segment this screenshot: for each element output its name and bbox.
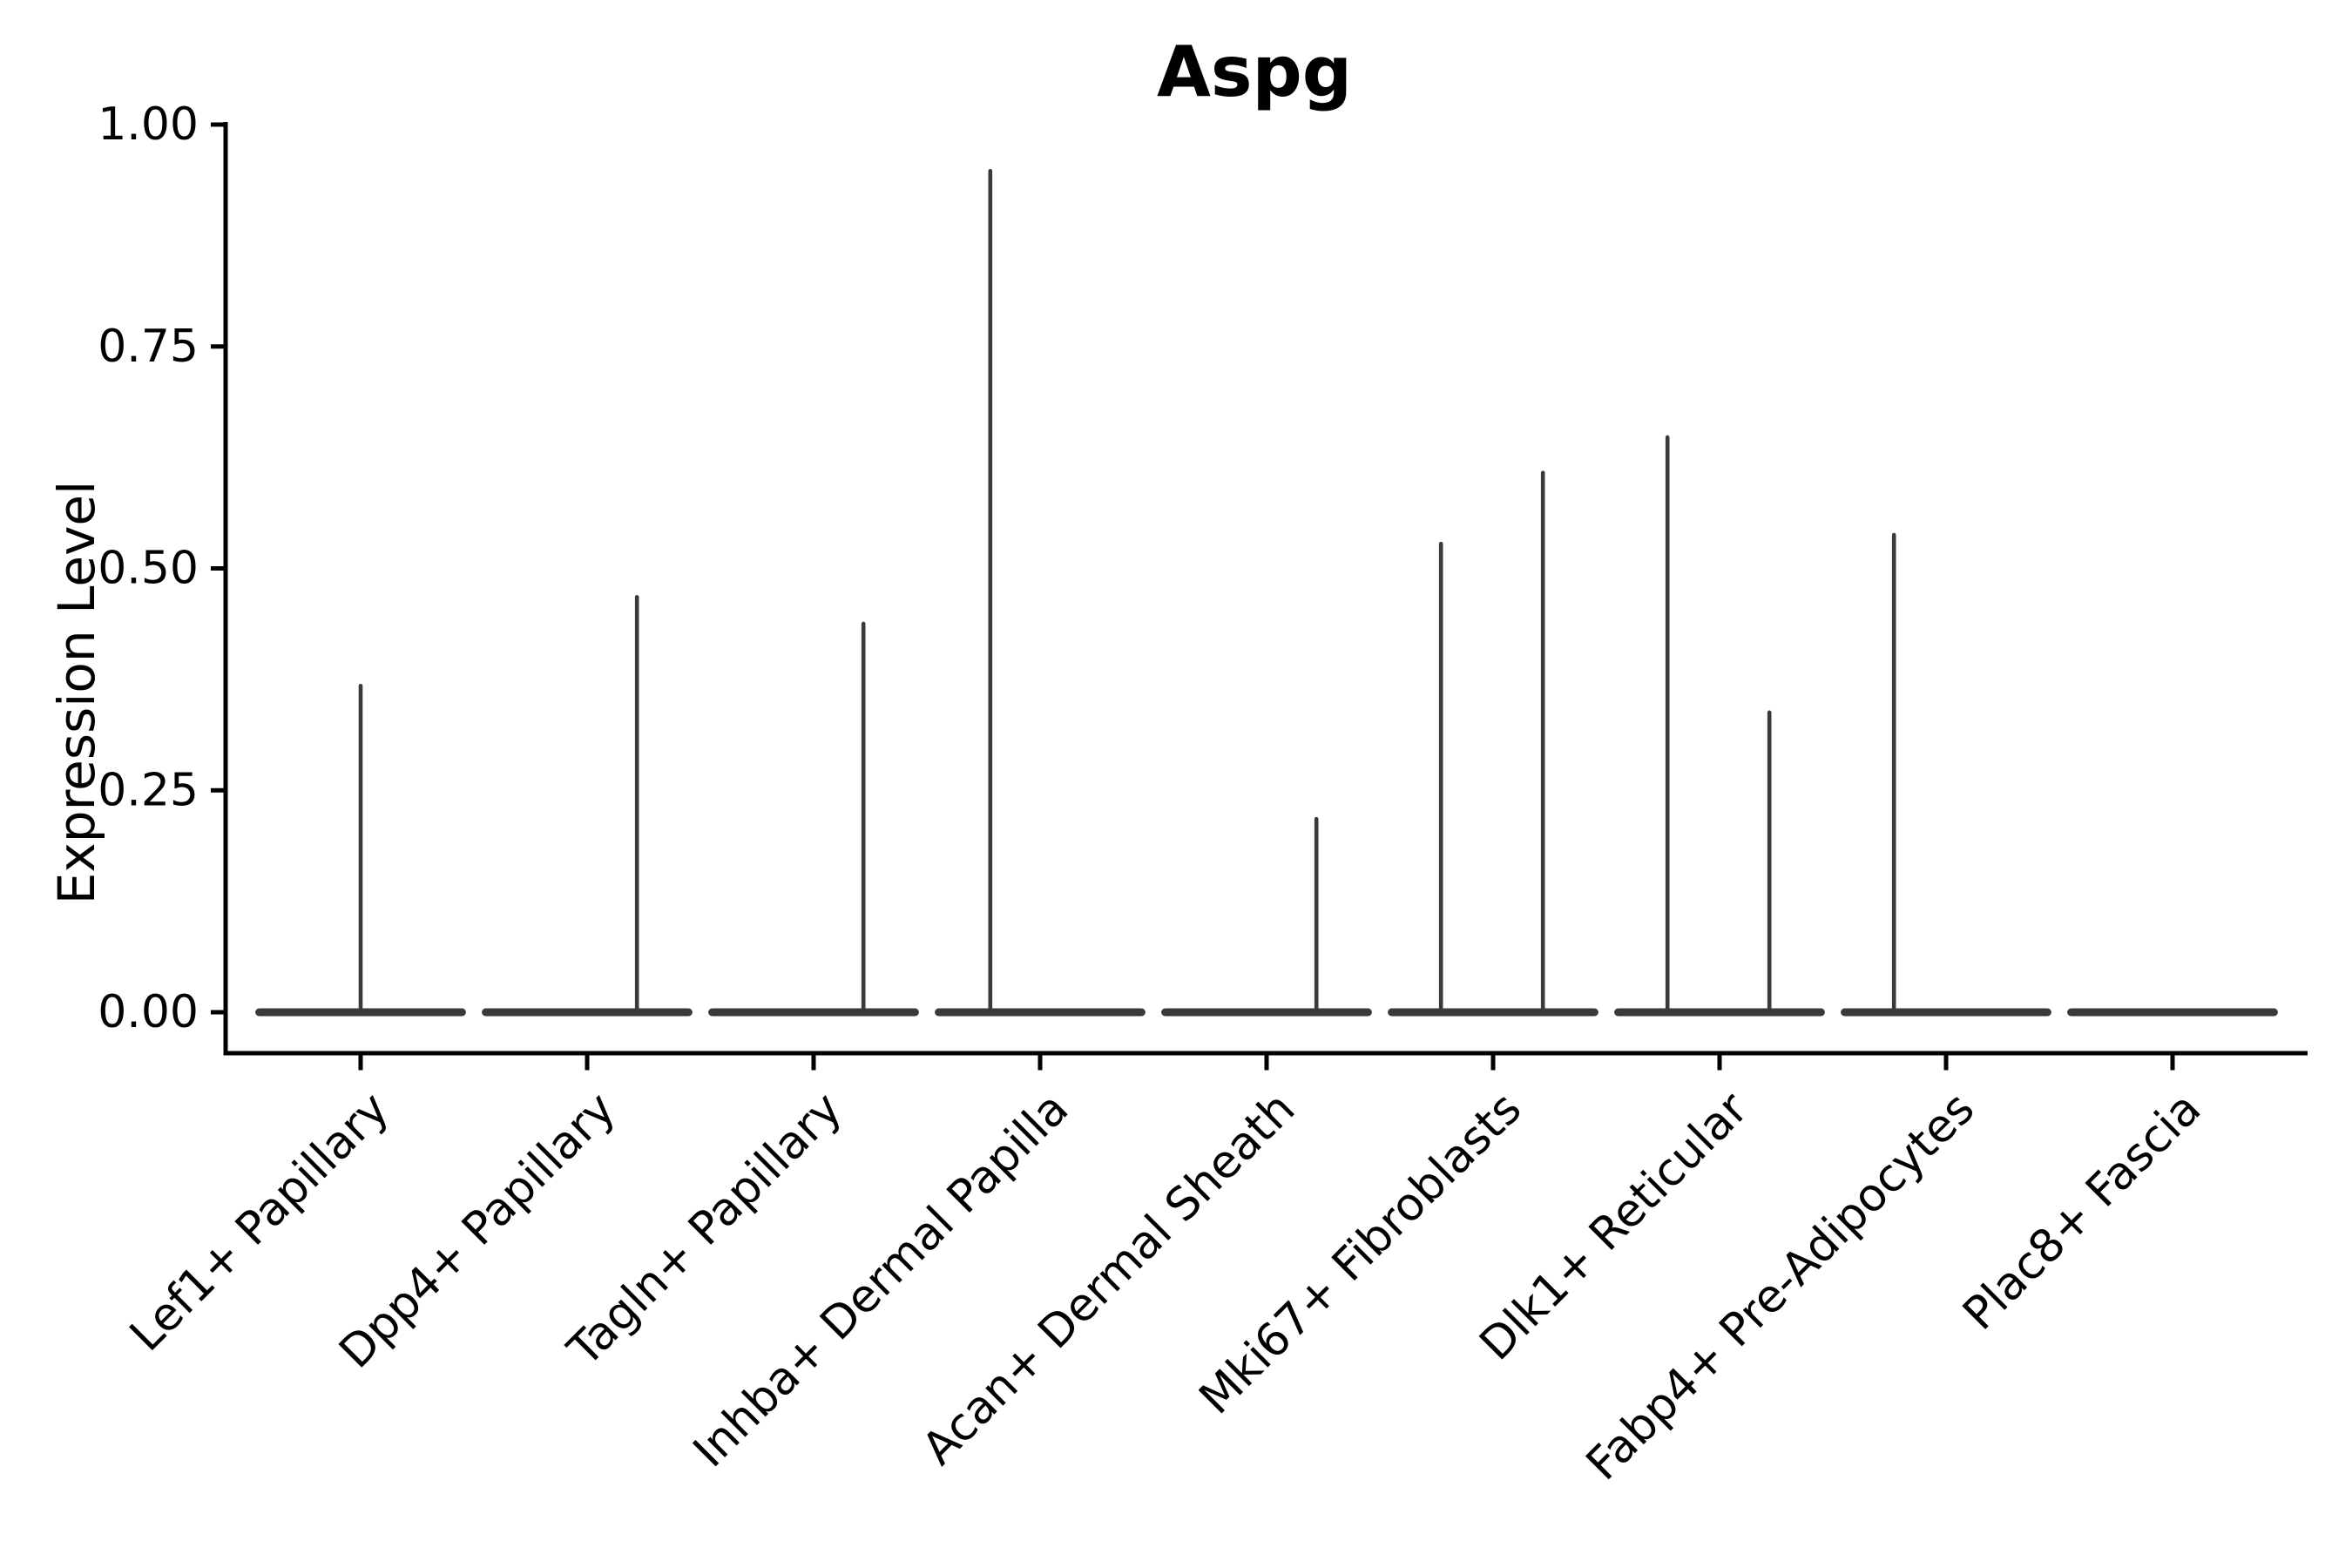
x-category-label: Acan+ Dermal Sheath (913, 1083, 1306, 1476)
violin-body (1161, 1008, 1372, 1017)
chart-title: Aspg (1157, 31, 1352, 112)
violin-body (1388, 1008, 1598, 1017)
violin-body (255, 1008, 466, 1017)
y-tick-label: 1.00 (98, 98, 199, 151)
violin-spike (1891, 532, 1896, 1014)
violin-spike (358, 683, 363, 1014)
x-category-label: Inhba+ Dermal Papilla (684, 1083, 1078, 1477)
violin-body (1614, 1008, 1825, 1017)
violin-body (708, 1008, 919, 1017)
violin-spike (1540, 470, 1545, 1014)
violin-body (1841, 1008, 2051, 1017)
violin-spike (988, 168, 993, 1014)
x-category-label: Fabp4+ Pre-Adipocytes (1577, 1083, 1984, 1490)
violin-body (482, 1008, 693, 1017)
x-axis-ticks (358, 1055, 2175, 1071)
y-tick-label: 0.50 (98, 543, 199, 595)
violin-body (935, 1008, 1146, 1017)
y-tick-label: 0.00 (98, 986, 199, 1038)
y-axis-label: Expression Level (47, 481, 106, 904)
y-tick-label: 0.25 (98, 764, 199, 816)
axes-spines (223, 122, 2308, 1056)
violin-spike (1314, 816, 1319, 1014)
y-axis-ticks: 0.00 0.25 0.50 0.75 1.00 (98, 98, 226, 1038)
violin-spike (1438, 541, 1443, 1014)
y-tick-label: 0.75 (98, 321, 199, 373)
violin-spike (1767, 710, 1772, 1014)
violin-spike (1665, 435, 1670, 1014)
violin-body (2067, 1008, 2278, 1017)
x-category-label: Plac8+ Fascia (1953, 1083, 2211, 1341)
violin-spike (861, 621, 866, 1014)
violin-spike (634, 595, 639, 1014)
violins (255, 168, 2278, 1017)
